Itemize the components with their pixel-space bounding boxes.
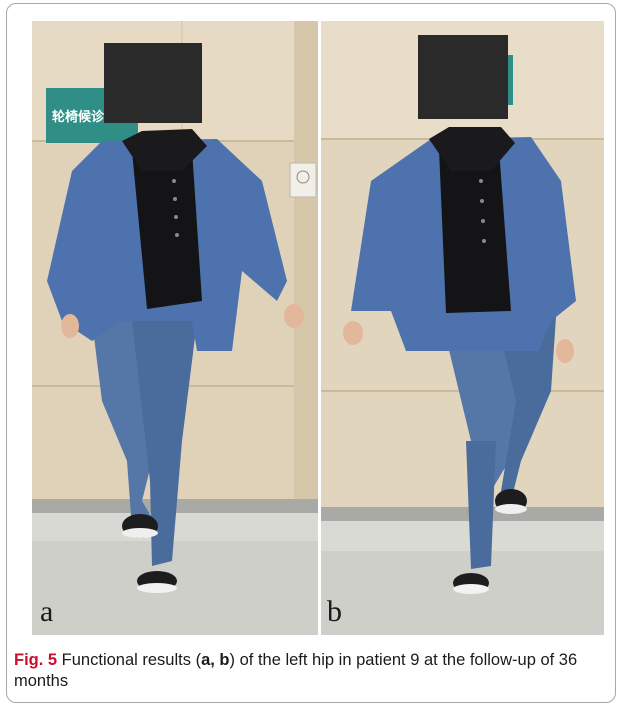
caption-panel-refs: a, b (201, 651, 230, 669)
photo-panel-a: 轮椅候诊室 a (32, 21, 318, 635)
caption-text-after: ) of the left hip in patient 9 at the fo… (14, 651, 578, 690)
face-censor-block (418, 35, 508, 119)
panel-label-b: b (327, 595, 342, 628)
caption-text-before: Functional results ( (57, 651, 202, 669)
face-censor-block (104, 43, 202, 123)
photo-b-scene (321, 21, 604, 635)
panel-label-a: a (40, 595, 54, 628)
wall-sign-text: 轮椅候诊室 (52, 109, 117, 125)
photo-a-scene: 轮椅候诊室 (32, 21, 318, 635)
figure-caption: Fig. 5 Functional results (a, b) of the … (14, 650, 609, 692)
figure-label: Fig. 5 (14, 651, 58, 669)
photo-panel-b: b (321, 21, 604, 635)
